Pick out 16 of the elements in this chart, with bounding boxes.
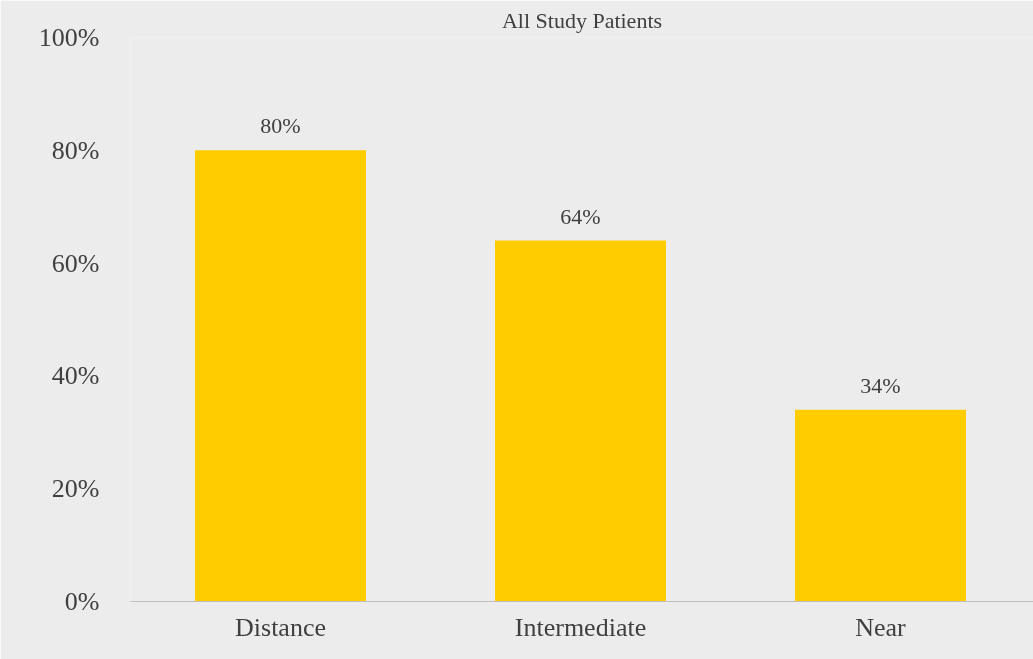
x-tick-label: Near <box>855 612 907 642</box>
bar <box>495 240 666 602</box>
data-label: 80% <box>260 113 301 139</box>
y-tick-label: 80% <box>51 135 100 165</box>
x-tick-label: Distance <box>235 612 326 642</box>
y-tick-label: 20% <box>51 474 100 504</box>
bar <box>795 409 966 602</box>
bar <box>195 150 366 602</box>
chart-title: All Study Patients <box>501 7 663 33</box>
data-label: 34% <box>860 372 901 398</box>
data-label: 64% <box>560 203 601 229</box>
y-tick-label: 100% <box>38 23 100 52</box>
y-tick-label: 40% <box>51 361 100 391</box>
x-tick-label: Intermediate <box>514 612 647 642</box>
y-tick-label: 0% <box>64 587 100 616</box>
y-tick-label: 60% <box>51 248 100 278</box>
